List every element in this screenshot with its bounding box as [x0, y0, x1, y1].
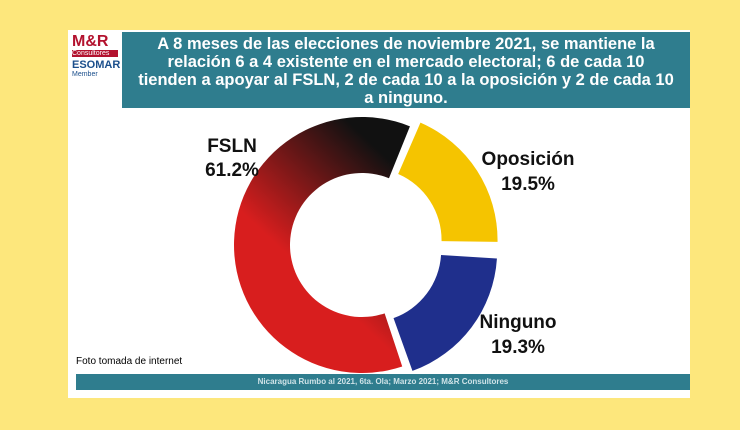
donut-slice [398, 122, 498, 242]
chart-title: A 8 meses de las elecciones de noviembre… [122, 32, 690, 108]
source: Nicaragua Rumbo al 2021, 6ta. Ola; Marzo… [76, 374, 690, 390]
value-label: 19.3% [491, 337, 545, 358]
value-label: 19.5% [501, 174, 555, 195]
slice-label: Oposición [482, 149, 575, 170]
logo-member: Member [72, 71, 98, 78]
logo: M&R Consultores ESOMAR Member [72, 34, 120, 104]
logo-sub: Consultores [72, 50, 118, 57]
slice-label: Ninguno [479, 312, 556, 333]
donut-slice [233, 116, 410, 373]
logo-org: ESOMAR [72, 59, 121, 71]
value-label: 61.2% [205, 160, 259, 181]
slice-label: FSLN [207, 136, 257, 157]
logo-name: M&R [72, 33, 109, 50]
donut-slice [393, 254, 497, 371]
caption: Foto tomada de internet [76, 356, 183, 367]
